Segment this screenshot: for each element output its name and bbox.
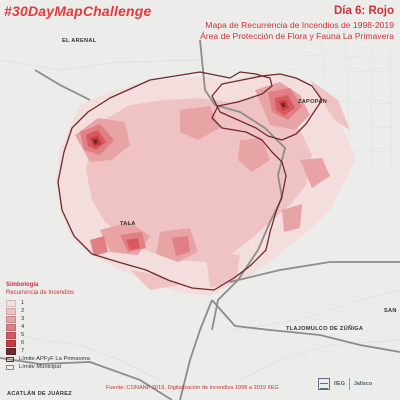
legend-swatch bbox=[6, 299, 16, 307]
legend-label-boundary: Límite APFyF La Primavera bbox=[19, 356, 90, 362]
legend-item-boundary: Límite APFyF La Primavera bbox=[6, 355, 128, 363]
fire-class-2 bbox=[86, 80, 350, 290]
map-legend: Simbología Recurrencia de Incendios 1 2 … bbox=[6, 282, 128, 371]
legend-title: Simbología bbox=[6, 282, 39, 288]
place-label-san: SAN bbox=[384, 308, 397, 314]
roads bbox=[0, 59, 400, 381]
legend-label: 1 bbox=[21, 300, 25, 306]
legend-item: 4 bbox=[6, 323, 128, 331]
fire-class-7 bbox=[93, 103, 285, 144]
logo-iieg: IIEG bbox=[334, 381, 346, 387]
logos: IIEG Jalisco bbox=[318, 378, 372, 390]
place-label-zapopan: ZAPOPAN bbox=[298, 99, 328, 105]
legend-item: 2 bbox=[6, 307, 128, 315]
place-label-acatlan: ACATLÁN DE JUÁREZ bbox=[7, 391, 72, 397]
legend-label-municipal: Límite Municipal bbox=[19, 364, 61, 370]
hashtag-title: #30DayMapChallenge bbox=[4, 3, 152, 19]
legend-swatch bbox=[6, 323, 16, 331]
legend-label: 7 bbox=[21, 348, 25, 354]
legend-label: 5 bbox=[21, 332, 25, 338]
legend-item-municipal: Límite Municipal bbox=[6, 363, 128, 371]
source-note: Fuente: CONANP 2019, Digitalización de i… bbox=[106, 385, 279, 391]
legend-swatch bbox=[6, 339, 16, 347]
place-label-tala: TALA bbox=[120, 221, 136, 227]
legend-label: 6 bbox=[21, 340, 25, 346]
legend-swatch-boundary bbox=[6, 356, 14, 362]
legend-classes: 1 2 3 4 5 6 7 bbox=[6, 299, 128, 355]
legend-item: 6 bbox=[6, 339, 128, 347]
legend-label: 4 bbox=[21, 324, 25, 330]
page-subtitle-line2: Área de Protección de Flora y Fauna La P… bbox=[200, 31, 394, 41]
place-label-tlajomulco: TLAJOMULCO DE ZÚÑIGA bbox=[286, 326, 364, 332]
legend-label: 3 bbox=[21, 316, 25, 322]
legend-swatch bbox=[6, 315, 16, 323]
legend-swatch bbox=[6, 307, 16, 315]
legend-swatch bbox=[6, 331, 16, 339]
legend-label: 2 bbox=[21, 308, 25, 314]
legend-subtitle: Recurrencia de Incendios bbox=[6, 290, 75, 296]
page-subtitle-line1: Mapa de Recurrencia de Incendios de 1998… bbox=[205, 20, 394, 30]
legend-item: 3 bbox=[6, 315, 128, 323]
apfyf-boundary-north bbox=[211, 73, 323, 141]
municipal-limits bbox=[0, 39, 400, 400]
urban-texture bbox=[289, 29, 400, 181]
page-title: Día 6: Rojo bbox=[333, 5, 394, 17]
apfyf-boundary bbox=[57, 71, 287, 291]
logo-separator bbox=[349, 378, 350, 390]
logo-jalisco: Jalisco bbox=[353, 381, 373, 387]
legend-swatch bbox=[6, 347, 16, 355]
building-icon bbox=[318, 378, 330, 390]
place-label-el-arenal: EL ARENAL bbox=[62, 38, 97, 44]
legend-item: 7 bbox=[6, 347, 128, 355]
legend-item: 1 bbox=[6, 299, 128, 307]
legend-item: 5 bbox=[6, 331, 128, 339]
legend-swatch-municipal bbox=[6, 364, 14, 370]
